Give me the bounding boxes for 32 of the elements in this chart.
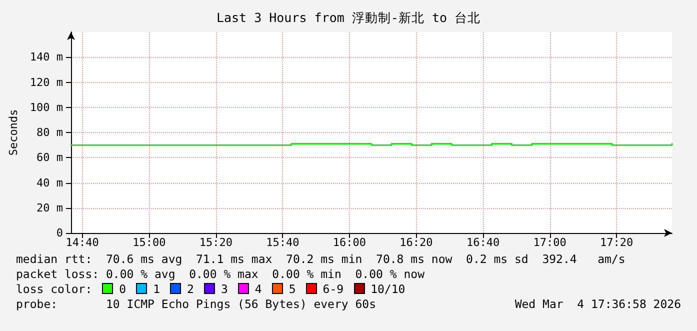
text: loss color: (16, 282, 92, 296)
text: 4 (254, 282, 262, 296)
text: median rtt: 70.6 ms avg 71.1 ms max 70.2 ms min 70.8 ms now 0.2 ms sd 392.4 am/s (16, 252, 626, 267)
x-tick-label: 17:20 (600, 236, 634, 249)
text: 5 (288, 282, 296, 296)
x-tick-label: 16:00 (332, 236, 366, 249)
x-tick-label: 15:00 (132, 236, 166, 249)
text: Wed Mar 4 17:36:58 2026 (514, 297, 681, 312)
y-tick-label: 40 m (36, 176, 64, 190)
text: 0 (119, 282, 126, 296)
y-tick-label: 140 m (30, 50, 64, 64)
x-tick-label: 15:20 (199, 236, 232, 249)
x-tick-label: 16:20 (400, 236, 433, 249)
x-tick-label: 16:40 (466, 236, 500, 249)
y-tick-label: 120 m (30, 76, 64, 89)
y-tick-label: 20 m (36, 201, 64, 214)
y-tick-label: 100 m (30, 100, 64, 114)
y-tick-label: 0 (56, 226, 64, 240)
y-tick-label: 60 m (36, 151, 64, 164)
text: probe: 10 ICMP Echo Pings (56 Bytes) every 60s (16, 297, 376, 311)
text: 1 (153, 282, 160, 296)
text: 6-9 (322, 282, 344, 296)
text: 3 (220, 282, 228, 296)
x-tick-label: 17:00 (533, 236, 566, 249)
x-tick-label: 14:40 (66, 236, 99, 249)
y-tick-label: 80 m (36, 126, 64, 139)
x-tick-label: 15:40 (266, 236, 300, 249)
text: packet loss: 0.00 % avg 0.00 % max 0.00 % min 0.00 % now (16, 267, 426, 282)
chart-title: Last 3 Hours from 浮動制-新北 to 台北 (216, 10, 481, 25)
text: 10/10 (370, 282, 406, 296)
text: 2 (187, 282, 194, 296)
y-axis-title: Seconds (7, 109, 20, 156)
